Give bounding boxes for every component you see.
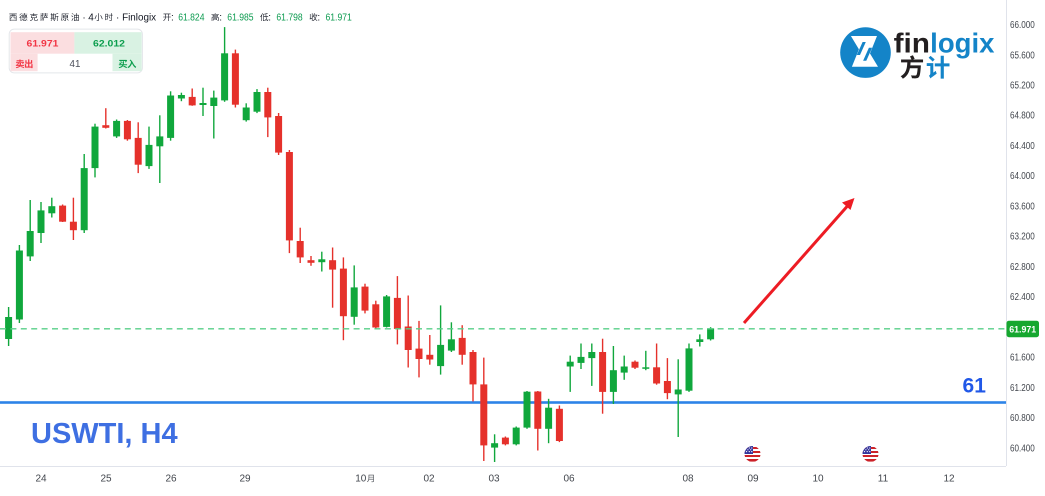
svg-text:60.800: 60.800 <box>1010 413 1035 424</box>
svg-text:·: · <box>116 12 119 23</box>
svg-text:06: 06 <box>563 474 575 485</box>
svg-text:26: 26 <box>165 474 177 485</box>
svg-text::: : <box>171 12 174 23</box>
svg-text:4: 4 <box>88 12 94 23</box>
svg-text:USWTI, H4: USWTI, H4 <box>31 418 178 450</box>
svg-text:60.400: 60.400 <box>1010 443 1035 454</box>
svg-text:Finlogix: Finlogix <box>122 12 156 23</box>
svg-text:logix: logix <box>930 28 995 59</box>
svg-text:61: 61 <box>963 374 987 397</box>
svg-text:08: 08 <box>682 474 694 485</box>
svg-text::: : <box>219 12 222 23</box>
svg-text:03: 03 <box>488 474 500 485</box>
svg-text::: : <box>317 12 320 23</box>
svg-text:61.824: 61.824 <box>178 13 205 24</box>
svg-text:64.400: 64.400 <box>1010 141 1035 152</box>
svg-text:62.800: 62.800 <box>1010 262 1035 273</box>
svg-text:fin: fin <box>894 28 930 59</box>
svg-text:11: 11 <box>878 474 889 485</box>
svg-text:65.600: 65.600 <box>1010 50 1035 61</box>
svg-text:10: 10 <box>812 474 824 485</box>
svg-text:29: 29 <box>239 474 251 485</box>
svg-text:61.798: 61.798 <box>276 13 303 24</box>
svg-text:09: 09 <box>747 474 759 485</box>
svg-text:64.800: 64.800 <box>1010 111 1035 122</box>
svg-text:61.971: 61.971 <box>27 39 60 50</box>
svg-text:63.600: 63.600 <box>1010 201 1035 212</box>
svg-text:02: 02 <box>423 474 435 485</box>
svg-text::: : <box>268 12 271 23</box>
svg-text:41: 41 <box>70 59 81 70</box>
svg-text:63.200: 63.200 <box>1010 232 1035 243</box>
svg-text:61.985: 61.985 <box>227 13 254 24</box>
svg-text:64.000: 64.000 <box>1010 171 1035 182</box>
svg-text:61.600: 61.600 <box>1010 353 1035 364</box>
svg-text:·: · <box>82 12 85 23</box>
svg-text:62.400: 62.400 <box>1010 292 1035 303</box>
svg-text:10: 10 <box>355 474 367 485</box>
svg-text:61.971: 61.971 <box>1009 325 1037 336</box>
svg-text:24: 24 <box>35 474 47 485</box>
svg-text:66.000: 66.000 <box>1010 20 1035 31</box>
svg-text:61.971: 61.971 <box>326 13 353 24</box>
svg-text:25: 25 <box>100 474 112 485</box>
svg-text:12: 12 <box>943 474 955 485</box>
svg-text:61.200: 61.200 <box>1010 383 1035 394</box>
svg-text:62.012: 62.012 <box>93 39 125 50</box>
svg-text:65.200: 65.200 <box>1010 81 1035 92</box>
